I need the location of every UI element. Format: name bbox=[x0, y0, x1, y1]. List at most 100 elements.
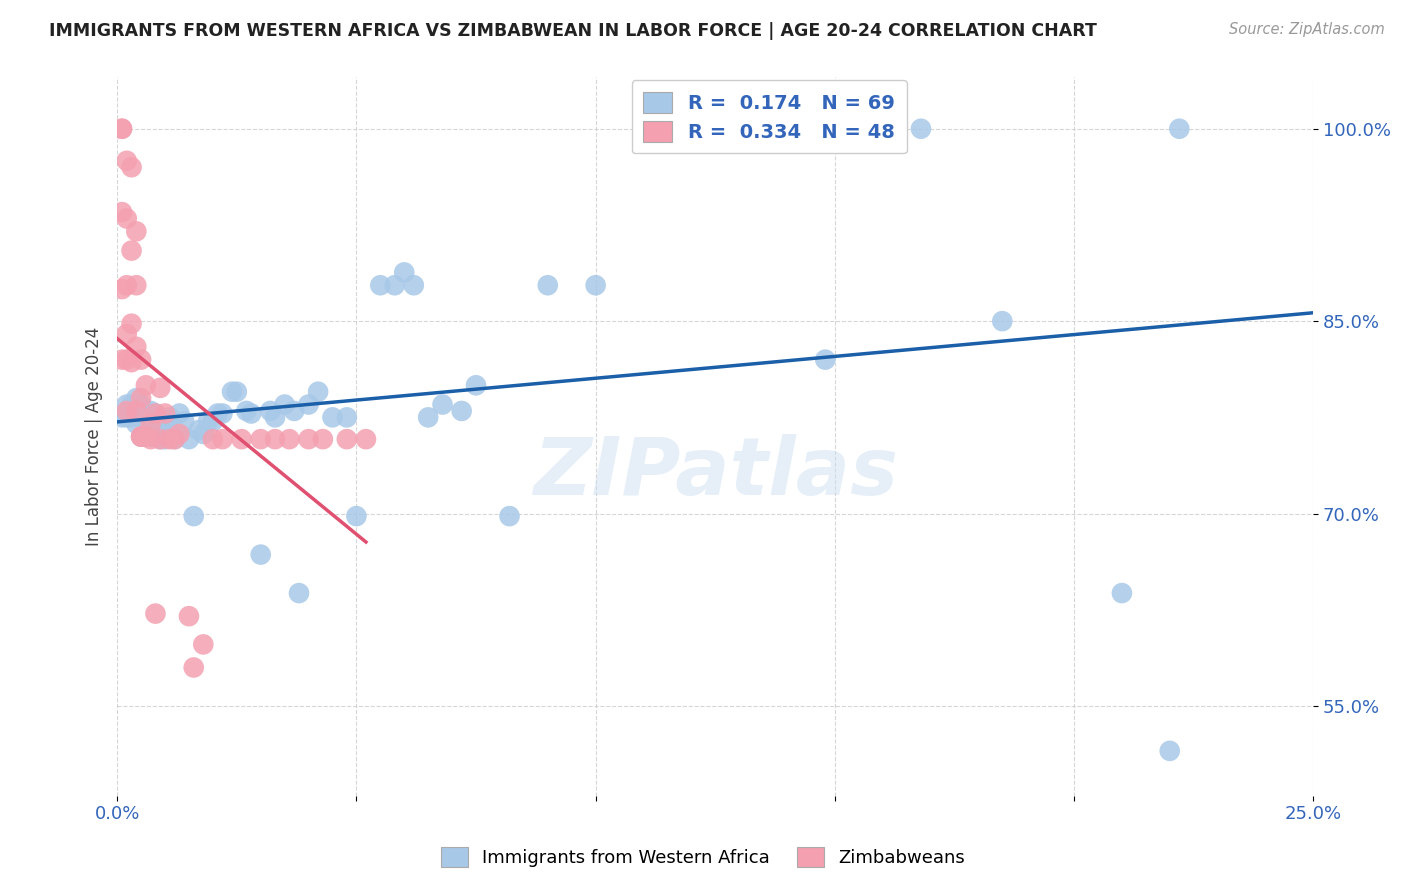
Point bbox=[450, 404, 472, 418]
Point bbox=[153, 432, 176, 446]
Point bbox=[139, 417, 162, 431]
Point bbox=[163, 432, 186, 446]
Point bbox=[115, 352, 138, 367]
Point bbox=[370, 278, 392, 293]
Point bbox=[211, 432, 233, 446]
Point bbox=[273, 398, 295, 412]
Point bbox=[125, 404, 148, 418]
Point bbox=[125, 224, 148, 238]
Point bbox=[173, 414, 195, 428]
Point bbox=[249, 432, 271, 446]
Point bbox=[125, 278, 148, 293]
Text: ZIPatlas: ZIPatlas bbox=[533, 434, 898, 511]
Point bbox=[240, 407, 263, 421]
Point bbox=[641, 121, 664, 136]
Point bbox=[149, 381, 172, 395]
Point bbox=[111, 205, 134, 219]
Point bbox=[537, 278, 560, 293]
Point bbox=[149, 419, 172, 434]
Point bbox=[121, 317, 143, 331]
Point bbox=[115, 398, 138, 412]
Point bbox=[231, 432, 253, 446]
Point bbox=[465, 378, 488, 392]
Point bbox=[177, 432, 200, 446]
Point bbox=[115, 410, 138, 425]
Point bbox=[121, 398, 143, 412]
Point bbox=[135, 429, 157, 443]
Point bbox=[115, 278, 138, 293]
Point bbox=[145, 407, 167, 421]
Point bbox=[1111, 586, 1133, 600]
Point bbox=[264, 432, 287, 446]
Point bbox=[336, 410, 359, 425]
Point bbox=[288, 586, 311, 600]
Legend: Immigrants from Western Africa, Zimbabweans: Immigrants from Western Africa, Zimbabwe… bbox=[433, 839, 973, 874]
Point bbox=[153, 414, 176, 428]
Point bbox=[169, 407, 191, 421]
Text: IMMIGRANTS FROM WESTERN AFRICA VS ZIMBABWEAN IN LABOR FORCE | AGE 20-24 CORRELAT: IMMIGRANTS FROM WESTERN AFRICA VS ZIMBAB… bbox=[49, 22, 1097, 40]
Point bbox=[177, 609, 200, 624]
Point bbox=[814, 352, 837, 367]
Point bbox=[321, 410, 343, 425]
Point bbox=[193, 427, 215, 442]
Point bbox=[125, 404, 148, 418]
Point bbox=[159, 410, 181, 425]
Point bbox=[283, 404, 305, 418]
Point bbox=[211, 407, 233, 421]
Point bbox=[498, 509, 520, 524]
Point bbox=[183, 509, 205, 524]
Point bbox=[115, 404, 138, 418]
Point bbox=[197, 414, 219, 428]
Point bbox=[681, 121, 703, 136]
Point bbox=[307, 384, 329, 399]
Point bbox=[115, 153, 138, 168]
Point bbox=[432, 398, 454, 412]
Point bbox=[129, 410, 152, 425]
Point bbox=[111, 352, 134, 367]
Point bbox=[1168, 121, 1191, 136]
Point bbox=[121, 160, 143, 174]
Point bbox=[297, 398, 319, 412]
Point bbox=[129, 391, 152, 405]
Point bbox=[384, 278, 406, 293]
Point bbox=[183, 660, 205, 674]
Point bbox=[139, 432, 162, 446]
Point bbox=[991, 314, 1014, 328]
Point bbox=[121, 410, 143, 425]
Point bbox=[149, 432, 172, 446]
Point bbox=[402, 278, 425, 293]
Point bbox=[139, 413, 162, 427]
Point bbox=[145, 607, 167, 621]
Point bbox=[145, 429, 167, 443]
Point bbox=[278, 432, 301, 446]
Point bbox=[111, 121, 134, 136]
Point bbox=[121, 355, 143, 369]
Point bbox=[125, 340, 148, 354]
Point bbox=[207, 407, 229, 421]
Point bbox=[135, 429, 157, 443]
Y-axis label: In Labor Force | Age 20-24: In Labor Force | Age 20-24 bbox=[86, 327, 103, 546]
Point bbox=[111, 282, 134, 296]
Point bbox=[139, 429, 162, 443]
Point bbox=[418, 410, 440, 425]
Point bbox=[225, 384, 247, 399]
Point bbox=[111, 121, 134, 136]
Point bbox=[163, 432, 186, 446]
Point bbox=[297, 432, 319, 446]
Point bbox=[910, 121, 932, 136]
Point bbox=[129, 429, 152, 443]
Point bbox=[135, 410, 157, 425]
Point bbox=[259, 404, 281, 418]
Point bbox=[249, 548, 271, 562]
Point bbox=[135, 378, 157, 392]
Point bbox=[201, 414, 224, 428]
Text: Source: ZipAtlas.com: Source: ZipAtlas.com bbox=[1229, 22, 1385, 37]
Point bbox=[129, 429, 152, 443]
Point bbox=[394, 265, 416, 279]
Point bbox=[125, 417, 148, 431]
Point bbox=[121, 244, 143, 258]
Point bbox=[1159, 744, 1181, 758]
Point bbox=[336, 432, 359, 446]
Point bbox=[585, 278, 607, 293]
Point bbox=[129, 429, 152, 443]
